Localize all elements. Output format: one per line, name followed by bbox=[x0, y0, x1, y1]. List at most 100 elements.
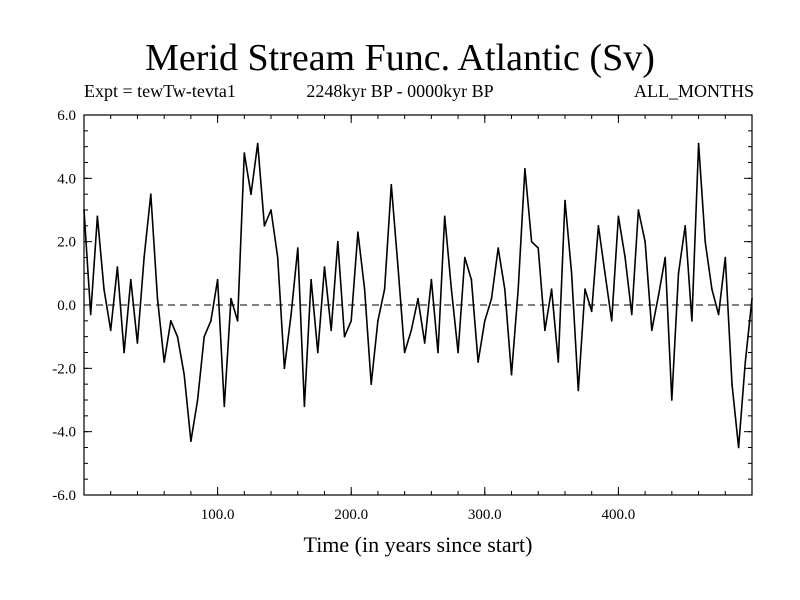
data-point bbox=[243, 152, 246, 154]
y-tick-label: 0.0 bbox=[57, 298, 76, 314]
data-point bbox=[330, 329, 332, 332]
data-point bbox=[484, 320, 486, 322]
y-tick-label: 2.0 bbox=[57, 235, 76, 251]
data-point bbox=[657, 294, 660, 297]
data-point bbox=[236, 320, 239, 322]
data-point bbox=[443, 215, 446, 218]
x-tick-label: 200.0 bbox=[334, 507, 368, 523]
series-line bbox=[83, 142, 753, 449]
data-point bbox=[584, 288, 586, 290]
data-point bbox=[684, 225, 686, 227]
data-point bbox=[109, 329, 112, 332]
data-point bbox=[691, 320, 693, 322]
data-point bbox=[664, 256, 666, 259]
data-point bbox=[263, 225, 266, 227]
data-point bbox=[337, 240, 339, 243]
data-point bbox=[510, 373, 513, 376]
data-point bbox=[203, 335, 206, 338]
data-point bbox=[103, 288, 105, 290]
data-point bbox=[150, 193, 152, 195]
data-point bbox=[323, 266, 326, 268]
x-tick-label: 300.0 bbox=[468, 507, 502, 523]
data-point bbox=[190, 440, 192, 442]
data-point bbox=[363, 288, 366, 290]
data-point bbox=[470, 278, 473, 281]
data-point bbox=[350, 320, 353, 322]
data-point bbox=[176, 335, 179, 338]
data-point bbox=[216, 278, 219, 281]
data-point bbox=[597, 225, 600, 227]
data-point bbox=[390, 183, 393, 186]
data-point bbox=[577, 389, 580, 392]
months-label: ALL_MONTHS bbox=[634, 81, 754, 101]
data-point bbox=[490, 297, 493, 300]
data-point bbox=[276, 256, 279, 259]
data-point bbox=[83, 209, 85, 211]
data-point bbox=[524, 168, 526, 170]
y-tick-label: 4.0 bbox=[57, 171, 76, 187]
y-tick-label: -2.0 bbox=[52, 361, 76, 377]
data-point bbox=[564, 199, 566, 202]
data-point bbox=[170, 320, 172, 322]
data-point bbox=[129, 278, 132, 281]
data-point bbox=[724, 256, 727, 259]
data-point bbox=[530, 240, 533, 243]
data-point bbox=[504, 288, 506, 290]
data-point bbox=[290, 313, 292, 316]
data-point bbox=[651, 329, 653, 332]
experiment-label: Expt = tewTw-tevta1 bbox=[84, 81, 236, 101]
data-point bbox=[377, 320, 379, 322]
data-point bbox=[210, 320, 212, 322]
data-point bbox=[550, 288, 553, 290]
data-point bbox=[250, 193, 252, 195]
data-point bbox=[537, 247, 540, 249]
data-point bbox=[403, 351, 406, 354]
data-point bbox=[196, 399, 199, 401]
data-point bbox=[630, 313, 633, 316]
data-point bbox=[310, 278, 312, 281]
x-axis-label: Time (in years since start) bbox=[304, 532, 533, 557]
x-tick-label: 100.0 bbox=[201, 507, 235, 523]
data-point bbox=[343, 335, 346, 338]
y-tick-label: -4.0 bbox=[52, 425, 76, 441]
data-point bbox=[744, 361, 747, 363]
data-point bbox=[644, 240, 646, 243]
data-point bbox=[317, 351, 319, 354]
data-point bbox=[397, 266, 399, 268]
data-point bbox=[270, 209, 272, 211]
data-point bbox=[731, 383, 733, 385]
data-point bbox=[96, 215, 99, 218]
data-point bbox=[143, 256, 145, 259]
y-tick-label: -6.0 bbox=[52, 488, 76, 504]
data-point bbox=[283, 367, 286, 370]
data-point bbox=[156, 297, 159, 300]
data-point bbox=[477, 361, 479, 363]
data-point bbox=[751, 297, 753, 300]
data-point bbox=[671, 399, 673, 401]
data-point bbox=[517, 288, 519, 290]
data-point bbox=[711, 288, 713, 290]
data-point bbox=[357, 231, 359, 233]
data-point bbox=[256, 142, 259, 145]
data-point bbox=[183, 373, 185, 376]
data-point bbox=[557, 361, 560, 363]
data-point bbox=[497, 247, 499, 249]
data-point bbox=[717, 313, 720, 316]
data-point bbox=[163, 361, 165, 363]
data-point bbox=[223, 405, 226, 408]
data-point bbox=[430, 278, 433, 281]
data-point bbox=[89, 313, 92, 316]
data-point bbox=[570, 272, 573, 275]
data-point bbox=[637, 209, 640, 211]
data-point bbox=[116, 266, 119, 268]
data-point bbox=[463, 256, 466, 259]
data-point bbox=[697, 142, 700, 145]
data-point bbox=[296, 247, 299, 249]
time-range-label: 2248kyr BP - 0000kyr BP bbox=[306, 81, 494, 101]
chart-title: Merid Stream Func. Atlantic (Sv) bbox=[145, 37, 655, 79]
data-point bbox=[303, 405, 306, 408]
data-point bbox=[383, 288, 386, 290]
data-point bbox=[417, 297, 419, 300]
data-point bbox=[704, 240, 707, 243]
